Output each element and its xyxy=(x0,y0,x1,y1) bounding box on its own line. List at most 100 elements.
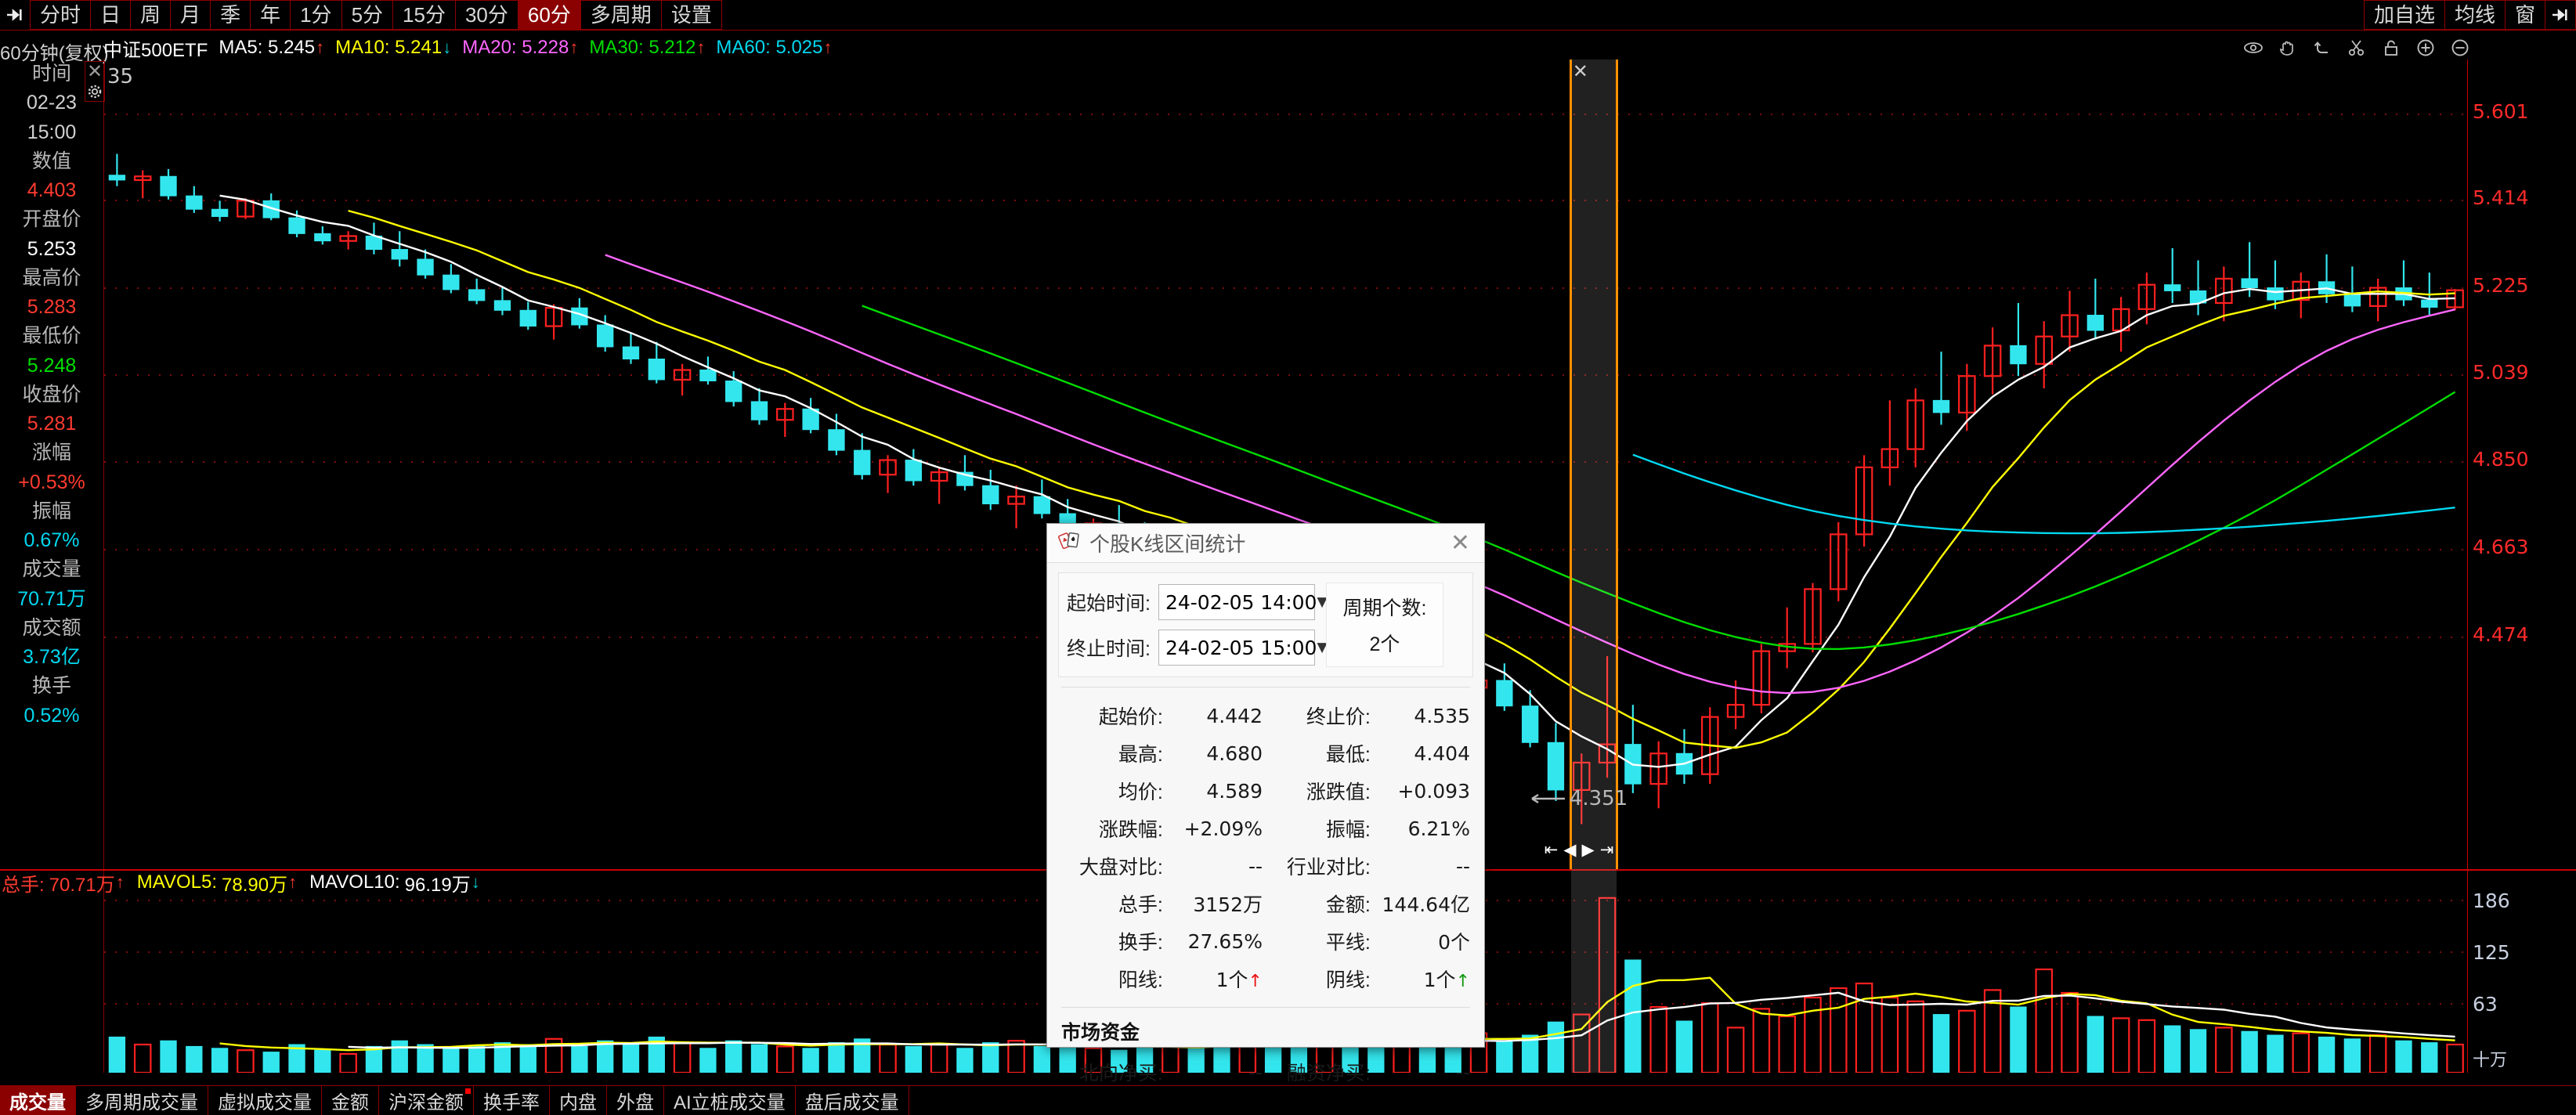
next-icon[interactable]: ▶ xyxy=(1581,841,1595,859)
selection-line-end[interactable] xyxy=(1615,60,1618,869)
end-time-select[interactable]: 24-02-05 15:00 ▼ xyxy=(1158,630,1328,666)
zoom-in-icon[interactable] xyxy=(2415,38,2436,58)
left-arrow-icon xyxy=(1531,793,1565,804)
period-count-label: 周期个数: xyxy=(1342,597,1427,619)
hand-icon[interactable] xyxy=(2278,38,2298,58)
mavol10: MAVOL10: 96.19万 ↓ xyxy=(309,871,480,896)
end-time-row: 终止时间: 24-02-05 15:00 ▼ xyxy=(1067,630,1328,666)
period-toolbar: 分时日周月季年 1分 5分 15分 30分 60分 多周期 设置 加自选 均线窗 xyxy=(0,0,2576,31)
period-tab-2[interactable]: 周 xyxy=(131,0,172,30)
symbol-name: 中证500ETF xyxy=(103,39,208,61)
close-selection-icon[interactable]: ✕ xyxy=(1572,61,1588,82)
left-panel-value-0: 02-23 xyxy=(27,92,77,114)
left-panel-value-2: 4.403 xyxy=(27,179,77,201)
price-tick-2: 5.225 xyxy=(2473,274,2529,297)
indicator-tab-3[interactable]: 金额 xyxy=(322,1086,379,1115)
period-tab-8[interactable]: 15分 xyxy=(393,0,456,30)
start-time-select[interactable]: 24-02-05 14:00 ▼ xyxy=(1158,584,1328,620)
volume-unit-label: 十万 xyxy=(2473,1050,2508,1070)
left-panel-label-7: 涨幅 xyxy=(31,442,71,464)
indicator-tab-6[interactable]: 内盘 xyxy=(550,1086,607,1115)
stats-row: 起始价: 4.442 终止价: 4.535 xyxy=(1058,697,1473,734)
period-tab-6[interactable]: 1分 xyxy=(291,0,342,30)
market-funds-heading: 市场资金 xyxy=(1061,1022,1140,1044)
stats-value: 27.65% xyxy=(1187,929,1263,953)
left-panel-value-11: 0.52% xyxy=(23,704,80,727)
period-tab-5[interactable]: 年 xyxy=(251,0,291,30)
period-tab-3[interactable]: 月 xyxy=(171,0,211,30)
toolbar-right-0[interactable]: 加自选 xyxy=(2363,0,2445,30)
indicator-tab-9[interactable]: 盘后成交量 xyxy=(796,1086,909,1115)
stats-key: 平线: xyxy=(1325,932,1371,954)
ma-item-ma30: MA30: 5.212 ↑ xyxy=(589,37,705,59)
zoom-out-icon[interactable] xyxy=(2450,38,2470,58)
left-panel-label-6: 收盘价 xyxy=(22,383,81,406)
stats-row: 总手: 3152万 金额: 144.64亿 xyxy=(1058,885,1473,922)
dialog-separator-2 xyxy=(1061,1007,1470,1008)
period-tab-0[interactable]: 分时 xyxy=(30,0,92,30)
up-arrow-icon: ↑ xyxy=(115,872,125,892)
period-tab-10[interactable]: 60分 xyxy=(518,0,581,30)
left-panel-label-4: 最高价 xyxy=(22,266,81,289)
indicator-tab-8[interactable]: AI立桩成交量 xyxy=(664,1086,796,1115)
time-fields: 起始时间: 24-02-05 14:00 ▼ 终止时间: 24-02-05 15… xyxy=(1067,584,1328,666)
prev-icon[interactable]: ◀ xyxy=(1563,841,1577,859)
indicator-tab-7[interactable]: 外盘 xyxy=(607,1086,664,1115)
stats-value: 4.404 xyxy=(1414,742,1470,765)
left-panel-label-5: 最低价 xyxy=(22,325,81,348)
left-panel-label-9: 成交量 xyxy=(22,558,81,581)
period-tab-1[interactable]: 日 xyxy=(91,0,132,30)
end-time-value: 24-02-05 15:00 xyxy=(1165,636,1317,659)
stats-row: 最高: 4.680 最低: 4.404 xyxy=(1058,734,1473,772)
period-tab-11[interactable]: 多周期 xyxy=(580,0,662,30)
arrow-to-right-icon[interactable] xyxy=(0,0,30,30)
selection-line-start[interactable] xyxy=(1569,60,1572,869)
price-tick-3: 5.039 xyxy=(2473,361,2529,384)
toolbar-right-2[interactable]: 窗 xyxy=(2505,0,2545,30)
toolbar-right-1[interactable]: 均线 xyxy=(2444,0,2506,30)
mavol5: MAVOL5: 78.90万 ↑ xyxy=(136,871,298,896)
arrow-to-right-icon-right[interactable] xyxy=(2545,0,2576,30)
left-info-panel: 时间 02-23 15:00 数值 4.403 开盘价 5.253 最高价 5.283 最低价 5.… xyxy=(0,60,103,731)
period-tab-12[interactable]: 设置 xyxy=(661,0,722,30)
chevron-down-icon: ▼ xyxy=(1317,594,1328,610)
range-stats-table: 起始价: 4.442 终止价: 4.535 最高: 4.680 最低: 4.404 均价: 4.5… xyxy=(1058,697,1473,998)
left-panel-label-11: 换手 xyxy=(31,675,71,698)
lock-icon[interactable] xyxy=(2381,38,2401,58)
indicator-tab-2[interactable]: 虚拟成交量 xyxy=(208,1086,322,1115)
ma-indicator-header: 中证500ETF MA5: 5.245 ↑ MA10: 5.241 ↓ MA20: 5.… xyxy=(103,37,833,61)
left-panel-label-0: 时间 xyxy=(31,63,71,85)
period-toolbar-right: 加自选 均线窗 xyxy=(2363,0,2576,30)
period-count-value: 2个 xyxy=(1369,633,1400,655)
prev-all-icon[interactable]: ⇤ xyxy=(1544,841,1559,859)
indicator-tab-5[interactable]: 换手率 xyxy=(474,1086,550,1115)
start-time-label: 起始时间: xyxy=(1067,593,1151,615)
left-panel-gear-icon[interactable] xyxy=(85,81,105,102)
kline-range-stats-dialog[interactable]: 个股K线区间统计 ✕ 起始时间: 24-02-05 14:00 ▼ 终止时间: xyxy=(1046,523,1485,1084)
up-arrow-icon: ↑ xyxy=(823,38,833,57)
indicator-tab-4[interactable]: 沪深金额 xyxy=(379,1086,474,1115)
undo-icon[interactable] xyxy=(2312,38,2332,58)
left-panel-value-7: +0.53% xyxy=(18,471,85,493)
left-panel-value-6: 5.281 xyxy=(27,413,77,435)
period-tab-7[interactable]: 5分 xyxy=(341,0,394,30)
period-count-box: 周期个数: 2个 xyxy=(1325,583,1443,667)
scissors-icon[interactable] xyxy=(2347,38,2367,58)
period-tab-4[interactable]: 季 xyxy=(211,0,251,30)
stats-value: 0个 xyxy=(1438,931,1470,954)
left-panel-label-3: 开盘价 xyxy=(22,208,81,231)
dialog-close-icon[interactable]: ✕ xyxy=(1450,529,1470,556)
selection-low-marker: 4.351 xyxy=(1530,787,1628,810)
indicator-tab-1[interactable]: 多周期成交量 xyxy=(76,1086,208,1115)
next-all-icon[interactable]: ⇥ xyxy=(1599,841,1614,859)
stats-row: 均价: 4.589 涨跌值: +0.093 xyxy=(1058,772,1473,810)
ma-item-ma10: MA10: 5.241 ↓ xyxy=(335,37,451,59)
right-tab-list: 加自选 均线窗 xyxy=(2363,0,2545,30)
indicator-tab-0[interactable]: 成交量 xyxy=(0,1086,76,1115)
cards-icon xyxy=(1058,530,1082,556)
period-tab-9[interactable]: 30分 xyxy=(455,0,518,30)
left-panel-close-icon[interactable]: ✕ xyxy=(85,61,105,82)
funds-key: 融资净买: xyxy=(1286,1063,1371,1084)
eye-icon[interactable] xyxy=(2243,38,2263,58)
stats-key: 阴线: xyxy=(1325,969,1371,991)
